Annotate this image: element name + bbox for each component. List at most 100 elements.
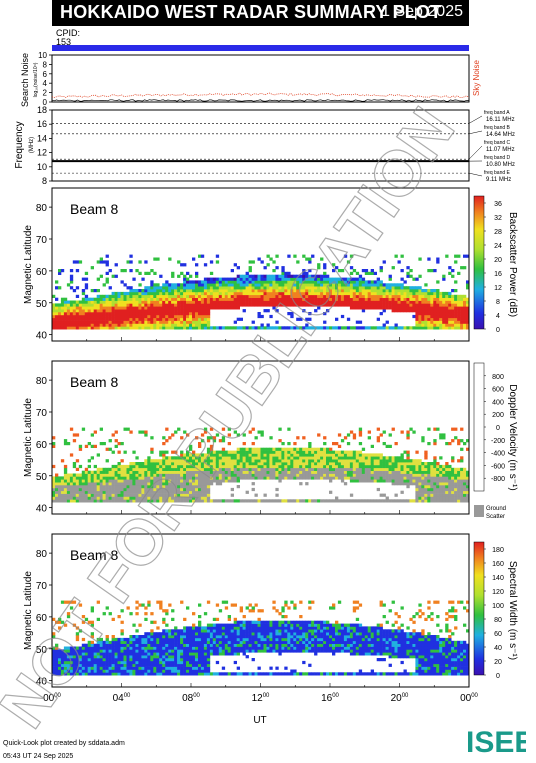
heatmap-cell	[90, 320, 94, 324]
heatmap-cell	[198, 646, 202, 650]
heatmap-cell	[254, 499, 258, 503]
heatmap-cell	[415, 450, 419, 454]
frequency-panel-frame	[51, 109, 470, 182]
heatmap-cell	[105, 312, 109, 316]
heatmap-cell	[230, 306, 234, 310]
heatmap-cell	[114, 300, 118, 304]
heatmap-cell	[105, 300, 109, 304]
heatmap-cell	[445, 306, 449, 310]
heatmap-cell	[171, 470, 175, 474]
heatmap-cell	[290, 476, 294, 480]
heatmap-cell	[293, 470, 297, 474]
heatmap-cell	[96, 646, 100, 650]
heatmap-cell	[296, 467, 300, 471]
heatmap-cell	[171, 274, 175, 278]
heatmap-cell	[436, 462, 440, 466]
heatmap-cell	[144, 640, 148, 644]
heatmap-cell	[102, 317, 106, 321]
heatmap-cell	[189, 660, 193, 665]
heatmap-cell	[93, 643, 97, 647]
heatmap-cell	[230, 326, 234, 330]
heatmap-cell	[275, 286, 279, 290]
heatmap-cell	[245, 473, 249, 477]
heatmap-cell	[195, 464, 199, 469]
heatmap-cell	[227, 300, 231, 304]
heatmap-cell	[400, 277, 404, 281]
heatmap-cell	[200, 289, 205, 293]
heatmap-cell	[269, 294, 273, 298]
heatmap-cell	[138, 499, 142, 503]
heatmap-cell	[424, 487, 428, 492]
heatmap-cell	[129, 658, 133, 662]
heatmap-cell	[349, 283, 354, 287]
heatmap-cell	[186, 309, 190, 313]
heatmap-cell	[84, 672, 89, 676]
heatmap-cell	[215, 260, 220, 264]
heatmap-cell	[257, 300, 261, 304]
heatmap-cell	[105, 467, 109, 471]
frequency-ytick-label: 18	[37, 105, 47, 115]
heatmap-cell	[168, 603, 172, 607]
heatmap-cell	[66, 479, 71, 483]
heatmap-cell	[388, 464, 392, 469]
heatmap-cell	[105, 320, 109, 324]
heatmap-cell	[135, 470, 139, 474]
heatmap-cell	[129, 317, 133, 321]
heatmap-cell	[144, 635, 148, 639]
heatmap-cell	[349, 289, 354, 293]
heatmap-cell	[93, 314, 97, 319]
heatmap-cell	[409, 294, 413, 298]
heatmap-cell	[60, 320, 65, 324]
heatmap-cell	[215, 291, 220, 296]
heatmap-cell	[388, 306, 392, 310]
heatmap-cell	[296, 453, 300, 457]
heatmap-cell	[55, 473, 59, 477]
heatmap-cell	[448, 309, 452, 313]
heatmap-cell	[75, 652, 80, 656]
heatmap-cell	[427, 464, 431, 469]
heatmap-cell	[132, 289, 136, 293]
heatmap-cell	[198, 442, 202, 446]
heatmap-cell	[72, 464, 77, 469]
heatmap-cell	[317, 450, 321, 454]
heatmap-cell	[135, 649, 139, 653]
heatmap-cell	[165, 286, 169, 290]
heatmap-cell	[81, 323, 86, 327]
heatmap-cell	[183, 314, 187, 319]
heatmap-cell	[200, 652, 205, 656]
heatmap-cell	[209, 283, 214, 287]
heatmap-cell	[135, 456, 139, 460]
heatmap-cell	[174, 300, 178, 304]
heatmap-cell	[99, 637, 103, 642]
heatmap-cell	[305, 300, 309, 304]
heatmap-cell	[308, 260, 312, 264]
heatmap-cell	[337, 300, 342, 304]
heatmap-cell	[263, 300, 267, 304]
heatmap-cell	[266, 289, 270, 293]
heatmap-cell	[203, 314, 208, 319]
heatmap-cell	[156, 493, 160, 497]
heatmap-cell	[382, 467, 386, 471]
heatmap-cell	[421, 289, 425, 293]
heatmap-cell	[105, 652, 109, 656]
heatmap-cell	[239, 289, 243, 293]
heatmap-cell	[361, 294, 366, 298]
heatmap-cell	[451, 485, 455, 489]
heatmap-cell	[200, 326, 205, 330]
heatmap-cell	[206, 487, 211, 492]
heatmap-cell	[445, 476, 449, 480]
heatmap-cell	[427, 490, 431, 494]
heatmap-cell	[156, 312, 160, 316]
heatmap-cell	[266, 326, 270, 330]
heatmap-cell	[120, 482, 124, 486]
heatmap-cell	[430, 320, 434, 324]
heatmap-cell	[123, 297, 127, 301]
heatmap-cell	[183, 303, 187, 307]
heatmap-cell	[382, 456, 386, 460]
heatmap-cell	[195, 632, 199, 636]
heatmap-cell	[60, 666, 65, 670]
heatmap-cell	[203, 643, 208, 647]
heatmap-cell	[233, 303, 237, 307]
heatmap-cell	[66, 660, 71, 665]
heatmap-cell	[66, 485, 71, 489]
